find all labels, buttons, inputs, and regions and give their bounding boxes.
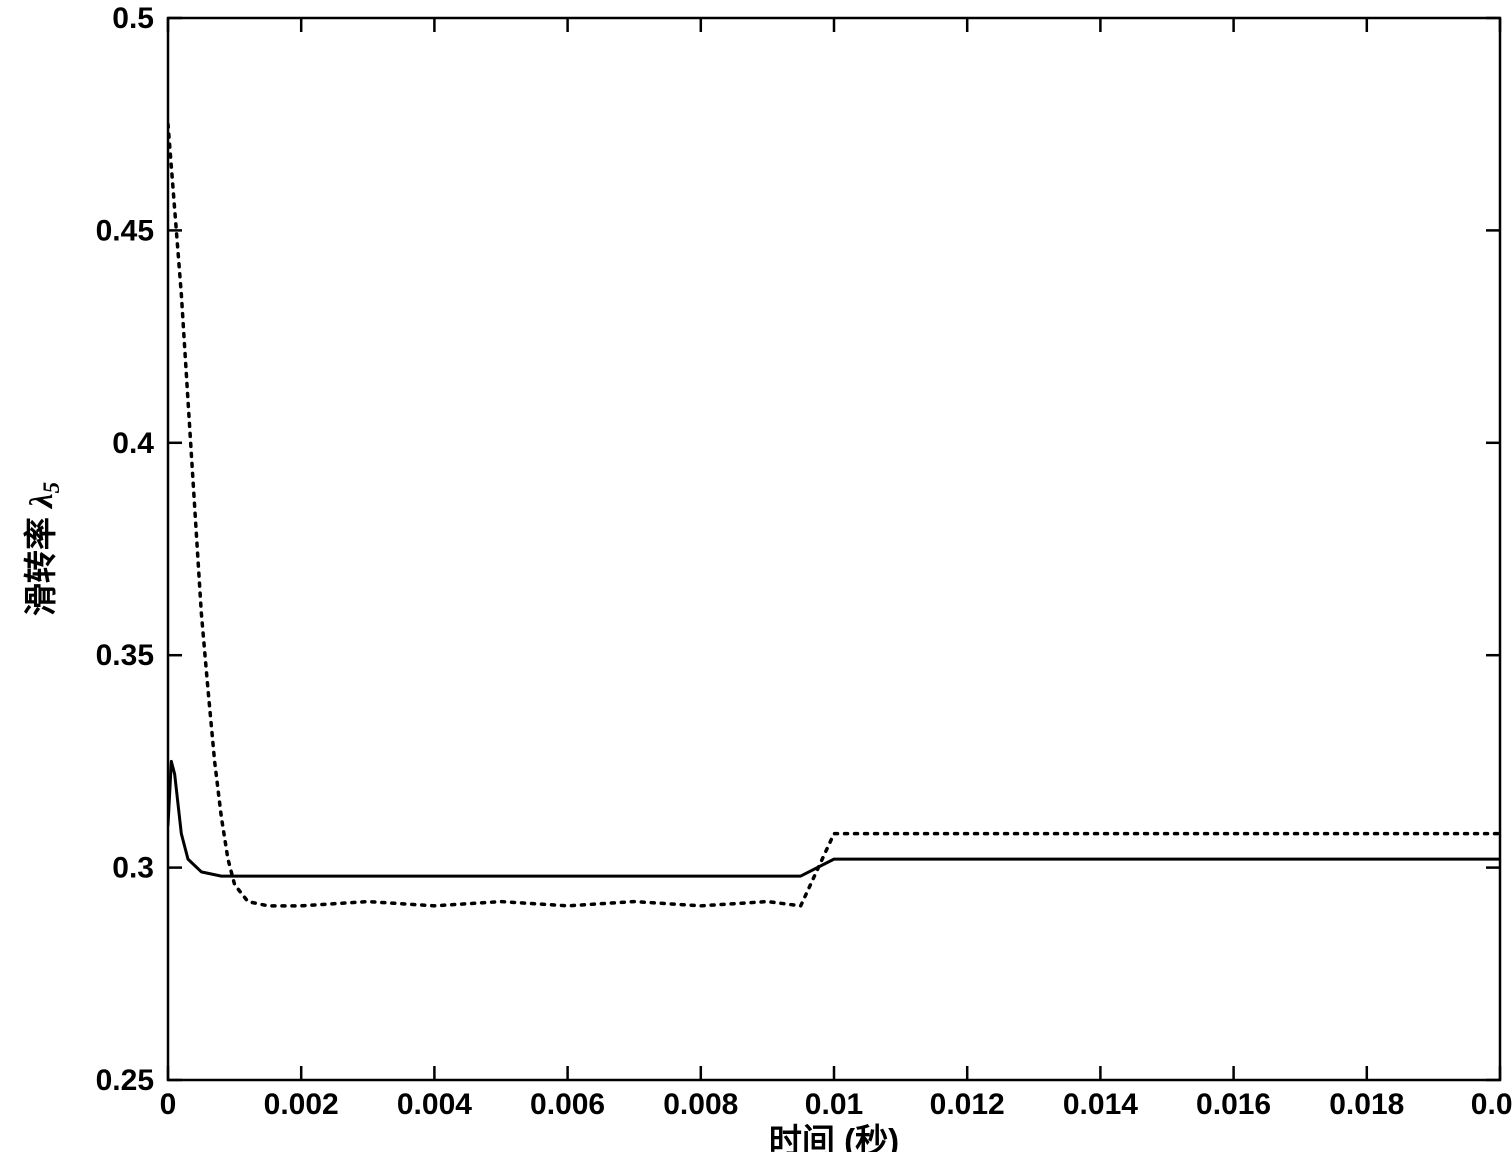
xtick-label: 0.012	[930, 1088, 1005, 1121]
chart-container: 0 0.002 0.004 0.006 0.008 0.01 0.012 0.014 0.016…	[0, 0, 1512, 1152]
xtick-label: 0.008	[663, 1088, 738, 1121]
xtick-label: 0.006	[530, 1088, 605, 1121]
xtick-label: 0.018	[1329, 1088, 1404, 1121]
xtick-label: 0	[160, 1088, 177, 1121]
x-axis-label: 时间 (秒)	[769, 1122, 899, 1152]
ytick-label: 0.4	[112, 427, 154, 460]
y-axis-label: 滑转率 λ5	[22, 482, 64, 616]
xtick-label: 0.004	[397, 1088, 472, 1121]
ytick-label: 0.35	[96, 639, 154, 672]
ytick-label: 0.45	[96, 214, 154, 247]
xtick-label: 0.002	[264, 1088, 339, 1121]
xtick-label: 0.01	[805, 1088, 863, 1121]
xtick-label: 0.02	[1471, 1088, 1512, 1121]
chart-svg: 0 0.002 0.004 0.006 0.008 0.01 0.012 0.014 0.016…	[0, 0, 1512, 1152]
xtick-label: 0.016	[1196, 1088, 1271, 1121]
ytick-label: 0.5	[112, 2, 154, 35]
svg-text:滑转率 λ5: 滑转率 λ5	[22, 482, 64, 616]
ytick-label: 0.3	[112, 852, 154, 885]
ytick-label: 0.25	[96, 1064, 154, 1097]
xtick-label: 0.014	[1063, 1088, 1138, 1121]
